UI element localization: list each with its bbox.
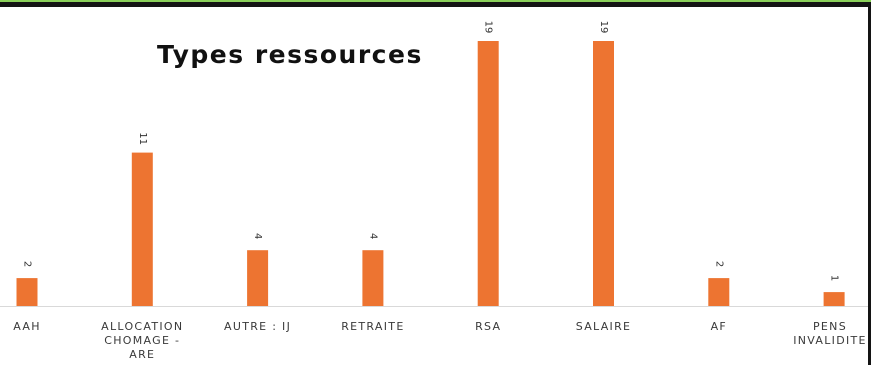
- value-label-8: 1: [829, 275, 840, 281]
- value-label-6: 19: [598, 21, 609, 34]
- frame-accent-line: [0, 0, 871, 2]
- bar-3: [247, 250, 269, 306]
- category-label-2: ALLOCATION CHOMAGE -ARE: [101, 320, 183, 361]
- value-label-1: 2: [22, 261, 33, 267]
- category-label-1: AAH: [13, 320, 41, 333]
- bar-4: [362, 250, 384, 306]
- value-label-7: 2: [713, 261, 724, 267]
- chart-title: Types ressources: [157, 40, 423, 69]
- category-label-7: AF: [711, 320, 727, 333]
- frame-top-border: [0, 2, 871, 7]
- category-labels-group: AAH ALLOCATION CHOMAGE -ARE AUTRE : IJ RETRA…: [13, 320, 867, 361]
- top-frame: [0, 0, 871, 9]
- value-label-5: 19: [483, 21, 494, 34]
- category-label-8: PENS INVALIDITE: [793, 320, 867, 347]
- value-labels-group: 2 11 4 4 19 19 2 1: [22, 21, 840, 282]
- category-label-5: RSA: [475, 320, 501, 333]
- value-label-3: 4: [252, 233, 263, 239]
- bar-5: [477, 41, 499, 306]
- category-label-6: SALAIRE: [576, 320, 632, 333]
- category-label-4: RETRAITE: [341, 320, 404, 333]
- frame-right-border: [868, 6, 871, 365]
- bar-6: [593, 41, 614, 306]
- category-label-3: AUTRE : IJ: [224, 320, 291, 333]
- bar-2: [131, 152, 153, 306]
- bar-8: [823, 292, 845, 306]
- value-label-4: 4: [367, 233, 378, 239]
- bars-group: [16, 41, 845, 306]
- value-label-2: 11: [137, 132, 148, 145]
- bar-7: [708, 278, 730, 306]
- bar-1: [16, 278, 38, 306]
